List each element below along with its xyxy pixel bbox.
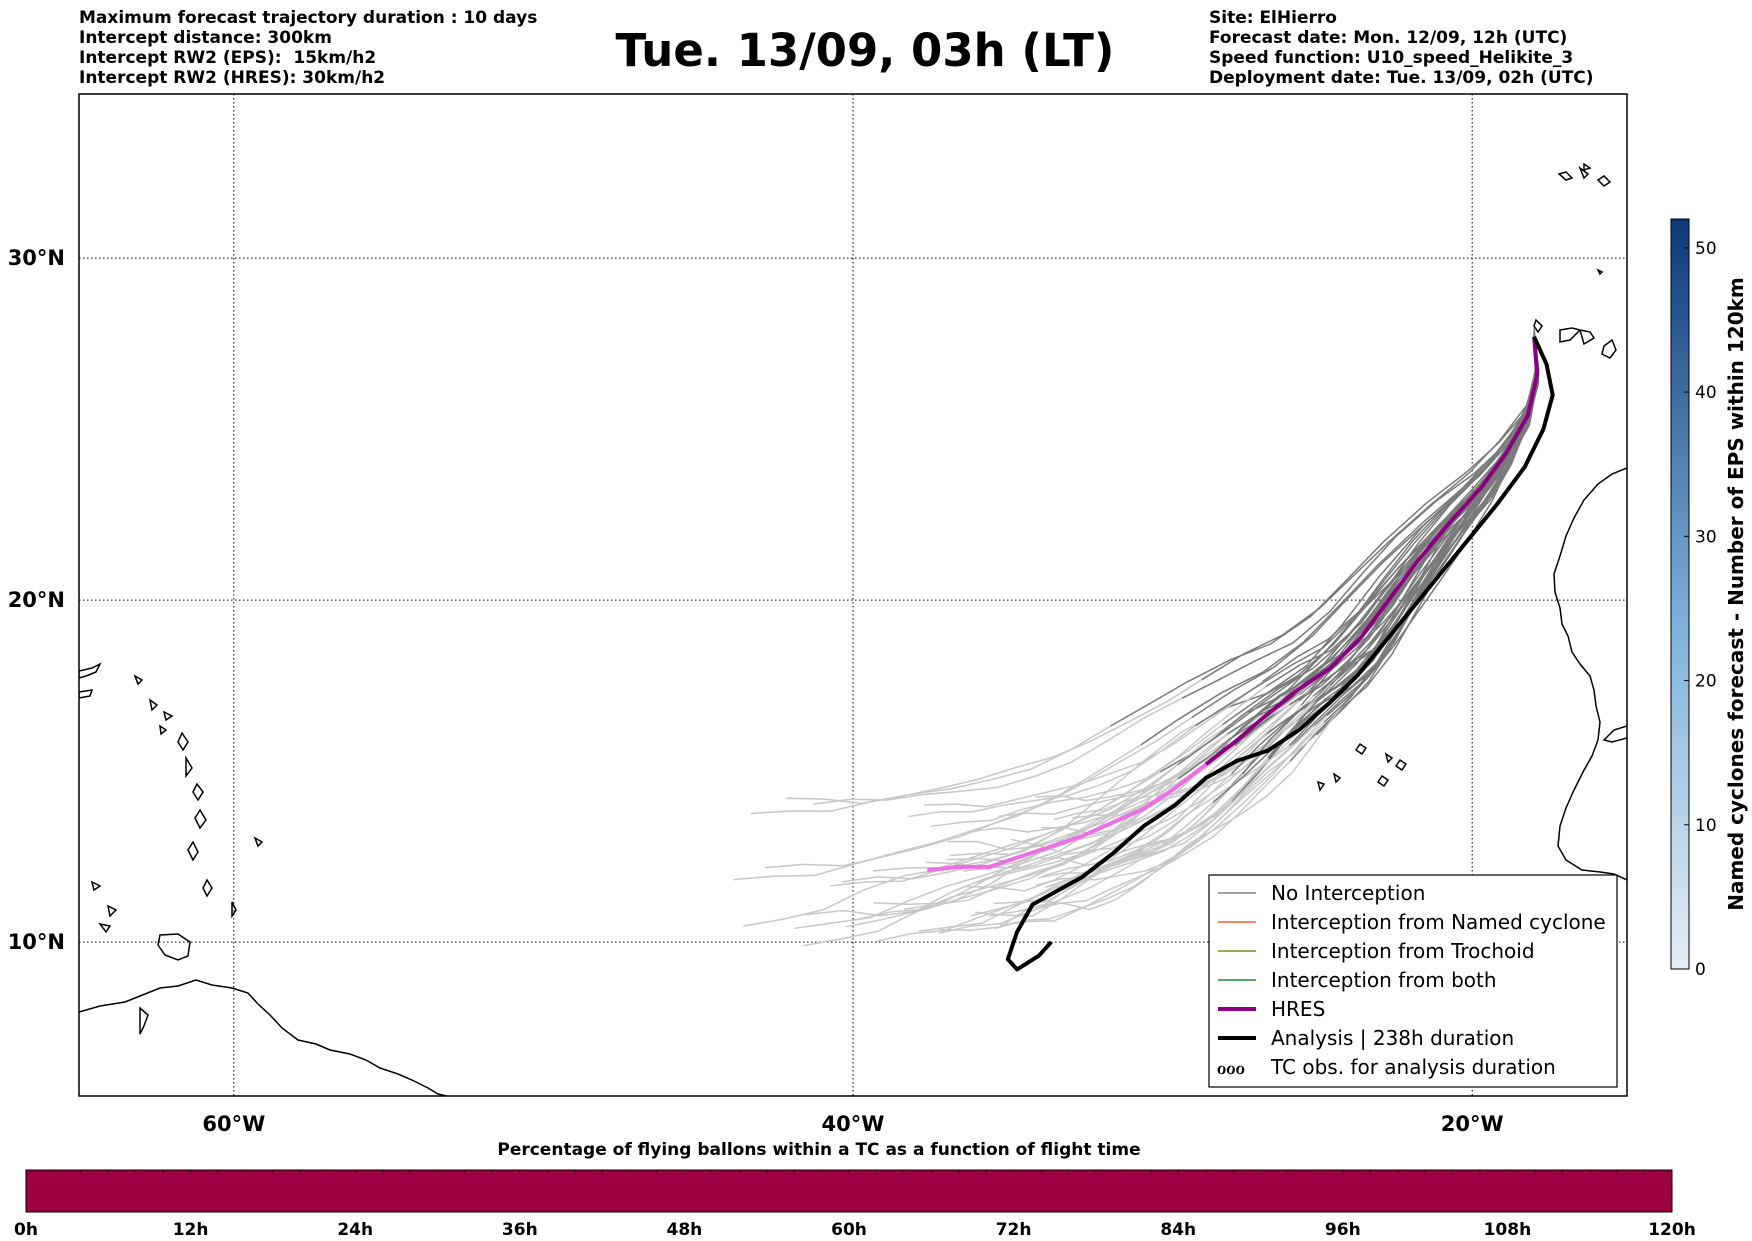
timeline-tick-label: 24h <box>337 1220 373 1240</box>
map-frame <box>78 93 1628 1097</box>
colorbar-label: Named cyclones forecast - Number of EPS … <box>1724 277 1748 911</box>
coastline-puerto-rico <box>79 662 102 699</box>
header-left-line-4: Intercept RW2 (HRES): 30km/h2 <box>79 68 386 88</box>
hres-track <box>1204 336 1540 766</box>
eps-trajectory-far <box>988 757 1269 917</box>
eps-trajectory-far <box>1039 703 1344 911</box>
map-axis-ticks: 60°W 40°W 20°W 30°N 20°N 10°N <box>8 246 1504 1136</box>
header-right-line-1: Site: ElHierro <box>1209 8 1337 28</box>
legend-label: HRES <box>1271 997 1325 1021</box>
eps-trajectory-far <box>924 680 1264 808</box>
colorbar-tick-label: 20 <box>1695 672 1717 692</box>
legend-label: TC obs. for analysis duration <box>1270 1055 1556 1079</box>
lon-tick-label: 20°W <box>1441 1112 1504 1136</box>
timeline-bar <box>25 1169 1673 1213</box>
coastline-madeira <box>1557 162 1592 181</box>
coastline-africa-detail <box>1602 725 1627 743</box>
timeline-tick-label: 72h <box>996 1220 1032 1240</box>
timeline-tick-label: 12h <box>173 1220 209 1240</box>
legend-label: Interception from Named cyclone <box>1271 910 1606 934</box>
colorbar-gradient <box>1670 218 1690 970</box>
analysis-track-layer <box>1005 335 1555 972</box>
timeline-tick-label: 0h <box>14 1220 38 1240</box>
eps-trajectory-far <box>872 764 1178 872</box>
header-left-line-2: Intercept distance: 300km <box>79 28 332 48</box>
legend-label: No Interception <box>1271 881 1425 905</box>
legend-symbol-tc-obs: ℴℴℴ <box>1217 1055 1245 1079</box>
eps-trajectory-far <box>856 791 1169 921</box>
eps-colorbar: 0 10 20 30 40 50 Named cyclones forecast - Num… <box>1670 218 1748 980</box>
hres-track-late <box>927 762 1208 873</box>
header-left-line-1: Maximum forecast trajectory duration : 1… <box>79 8 538 28</box>
analysis-track <box>1005 335 1555 972</box>
lat-tick-label: 30°N <box>8 246 65 270</box>
eps-trajectory-far <box>995 721 1325 930</box>
timeline-tick-label: 60h <box>831 1220 867 1240</box>
coastline-trinidad <box>157 933 191 961</box>
header-right-line-4: Deployment date: Tue. 13/09, 02h (UTC) <box>1209 68 1594 88</box>
eps-trajectory-near <box>1262 334 1539 738</box>
header-left-line-3: Intercept RW2 (EPS): 15km/h2 <box>79 48 377 68</box>
coastline-azores-speck <box>1596 268 1604 276</box>
timeline-tick-label: 36h <box>502 1220 538 1240</box>
lat-tick-label: 10°N <box>8 930 65 954</box>
lat-tick-label: 20°N <box>8 588 65 612</box>
coastline-africa <box>1553 467 1627 881</box>
colorbar-tick-label: 10 <box>1695 816 1717 836</box>
legend-box <box>1208 874 1618 1088</box>
timeline-tick-label: 96h <box>1325 1220 1361 1240</box>
eps-trajectory-far <box>999 715 1328 927</box>
legend-label: Interception from both <box>1271 968 1497 992</box>
eps-trajectory-far <box>750 725 1112 815</box>
eps-trajectory-far <box>733 744 1142 881</box>
colorbar-tick-label: 40 <box>1695 383 1717 403</box>
flight-time-bar: Percentage of flying ballons within a TC… <box>14 1140 1696 1240</box>
colorbar-tick-label: 50 <box>1695 239 1717 259</box>
coastline-lesser-antilles <box>177 731 237 919</box>
eps-trajectory-far <box>963 689 1312 872</box>
eps-trajectory-far <box>764 717 1192 869</box>
colorbar-tick-label: 30 <box>1695 527 1717 547</box>
legend-label: Interception from Trochoid <box>1271 939 1535 963</box>
eps-trajectory-far <box>929 685 1267 828</box>
eps-trajectory-far <box>812 697 1183 805</box>
map-title: Tue. 13/09, 03h (LT) <box>615 24 1115 77</box>
timeline-tick-label: 120h <box>1648 1220 1696 1240</box>
colorbar-tick-label: 0 <box>1695 960 1706 980</box>
coastline-cape-verde <box>1316 742 1408 792</box>
timeline-tick-label: 108h <box>1484 1220 1532 1240</box>
eps-trajectory-far <box>806 778 1179 917</box>
header-left-info: Maximum forecast trajectory duration : 1… <box>79 8 537 88</box>
eps-trajectory-far <box>1035 656 1342 802</box>
map-legend: No Interception Interception from Named c… <box>1208 874 1618 1088</box>
map-gridlines <box>79 94 1627 1096</box>
header-right-line-3: Speed function: U10_speed_Helikite_3 <box>1209 48 1574 68</box>
coastline-canary-islands <box>1533 165 1617 359</box>
coastlines <box>79 162 1627 1096</box>
lon-tick-label: 60°W <box>202 1112 265 1136</box>
eps-trajectory-far <box>1072 684 1331 819</box>
eps-trajectory-far <box>903 704 1290 911</box>
coastline-islands-west <box>90 674 264 1035</box>
coastline-south-america <box>79 979 448 1096</box>
eps-trajectory-far <box>1053 700 1300 821</box>
timeline-tick-label: 84h <box>1160 1220 1196 1240</box>
legend-label: Analysis | 238h duration <box>1271 1026 1514 1050</box>
eps-trajectory-far <box>1034 744 1290 867</box>
timeline-tick-label: 48h <box>667 1220 703 1240</box>
eps-trajectory-far <box>830 724 1223 887</box>
header-right-line-2: Forecast date: Mon. 12/09, 12h (UTC) <box>1209 28 1568 48</box>
hres-track-layer <box>927 336 1540 873</box>
header-right-info: Site: ElHierro Forecast date: Mon. 12/09,… <box>1209 8 1594 88</box>
timeline-title: Percentage of flying ballons within a TC… <box>497 1140 1140 1160</box>
lon-tick-label: 40°W <box>822 1112 885 1136</box>
eps-trajectory-far <box>785 679 1203 805</box>
eps-trajectory-near <box>1140 337 1538 746</box>
